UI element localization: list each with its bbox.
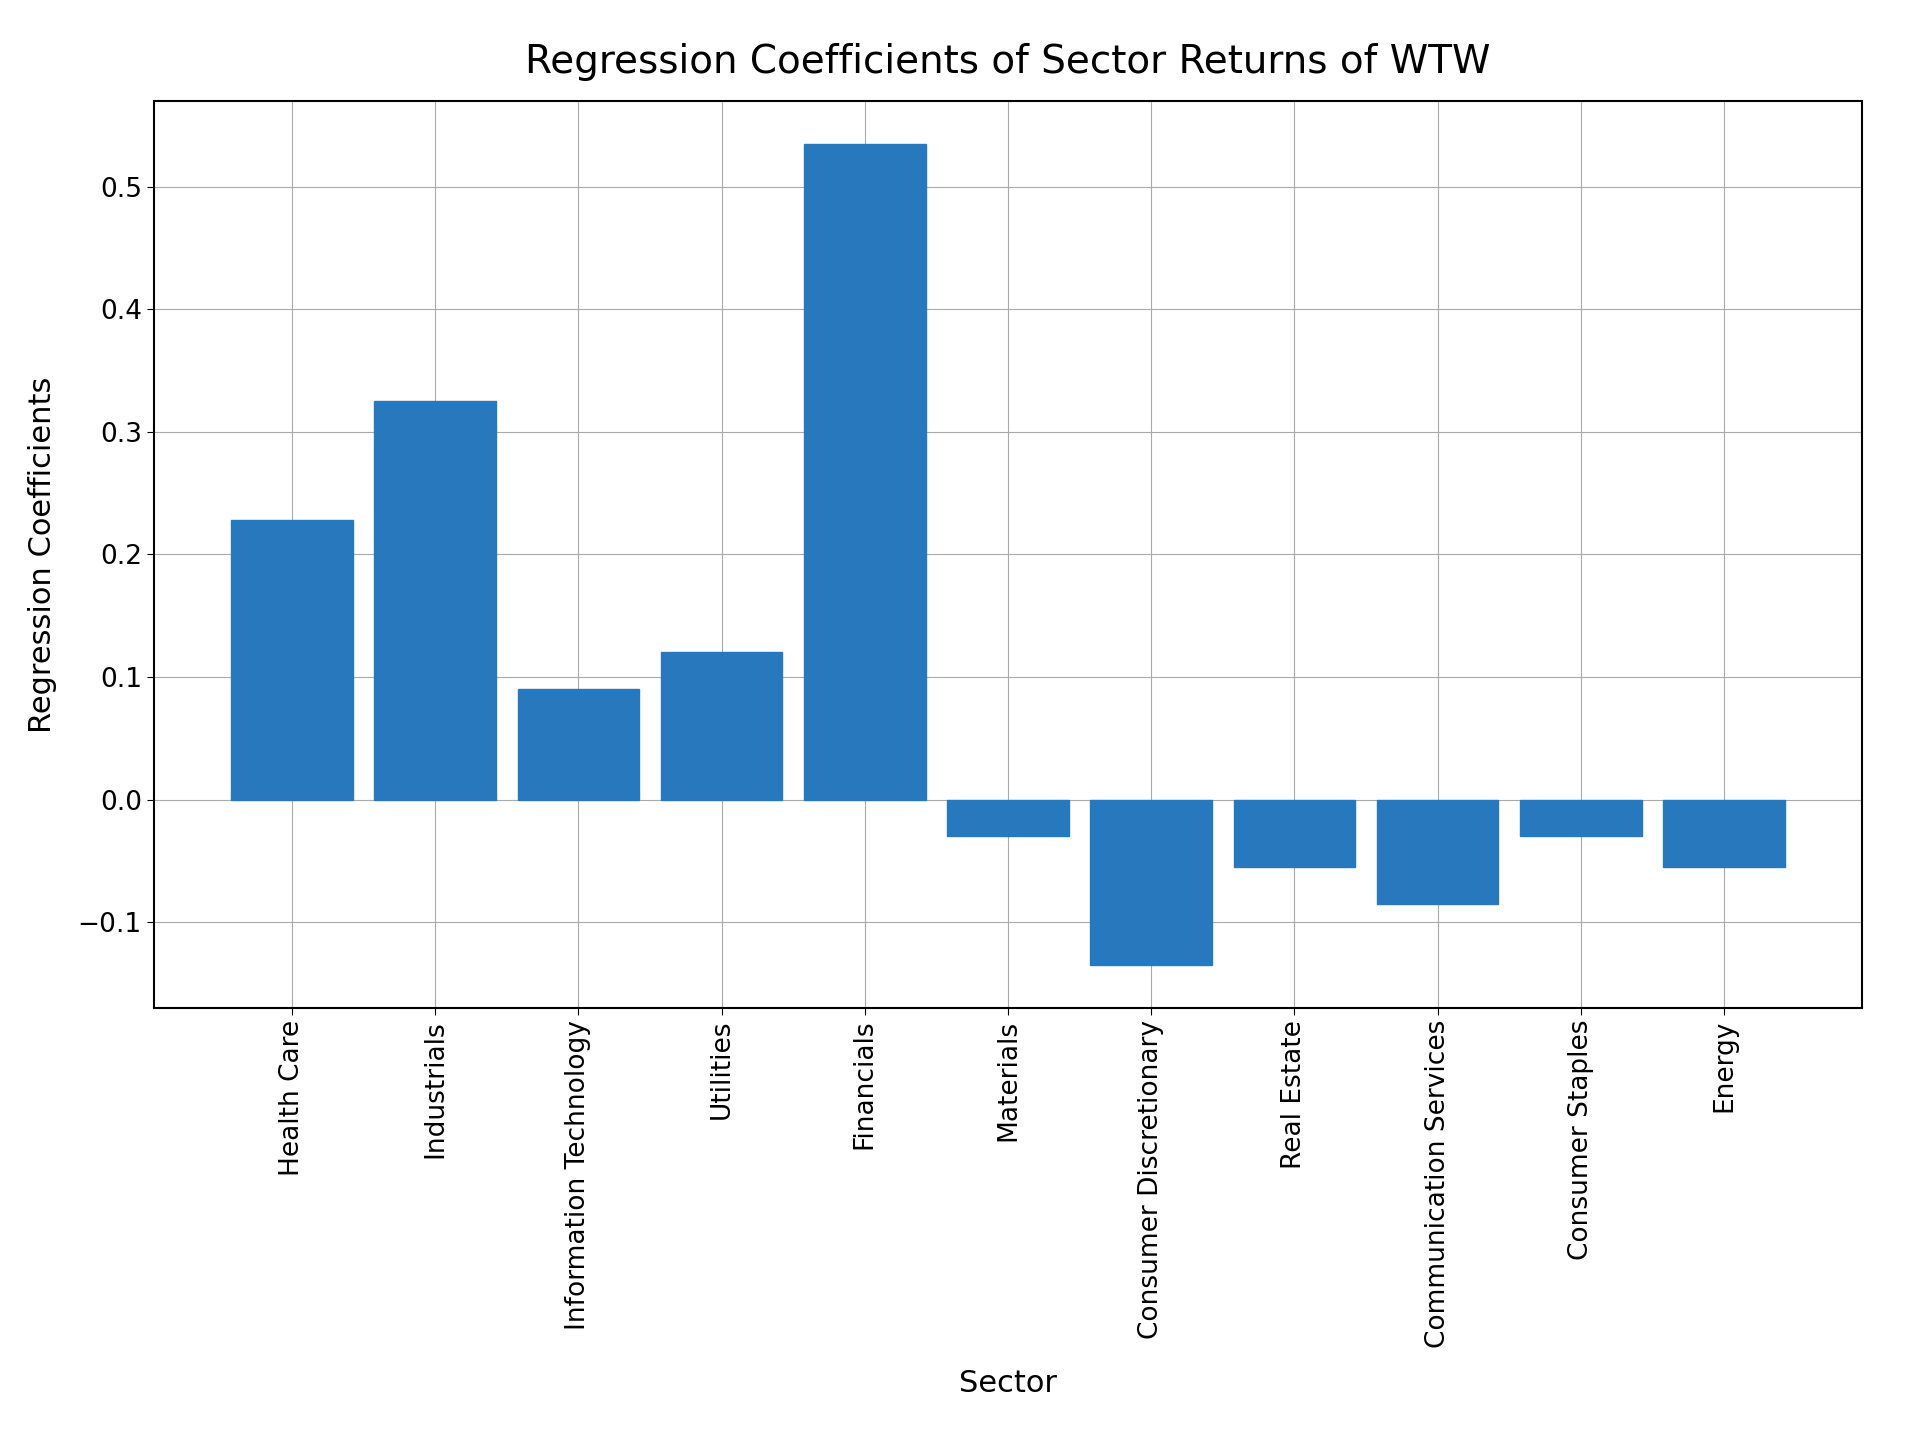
Bar bbox=[1521, 799, 1642, 837]
Bar bbox=[947, 799, 1069, 837]
Bar bbox=[804, 144, 925, 799]
Y-axis label: Regression Coefficients: Regression Coefficients bbox=[27, 376, 58, 733]
X-axis label: Sector: Sector bbox=[958, 1369, 1058, 1398]
Bar bbox=[374, 402, 495, 799]
Bar bbox=[1377, 799, 1498, 904]
Bar bbox=[660, 652, 783, 799]
Bar bbox=[1663, 799, 1786, 867]
Bar bbox=[518, 690, 639, 799]
Bar bbox=[1091, 799, 1212, 965]
Bar bbox=[230, 520, 353, 799]
Bar bbox=[1233, 799, 1356, 867]
Title: Regression Coefficients of Sector Returns of WTW: Regression Coefficients of Sector Return… bbox=[526, 43, 1490, 81]
